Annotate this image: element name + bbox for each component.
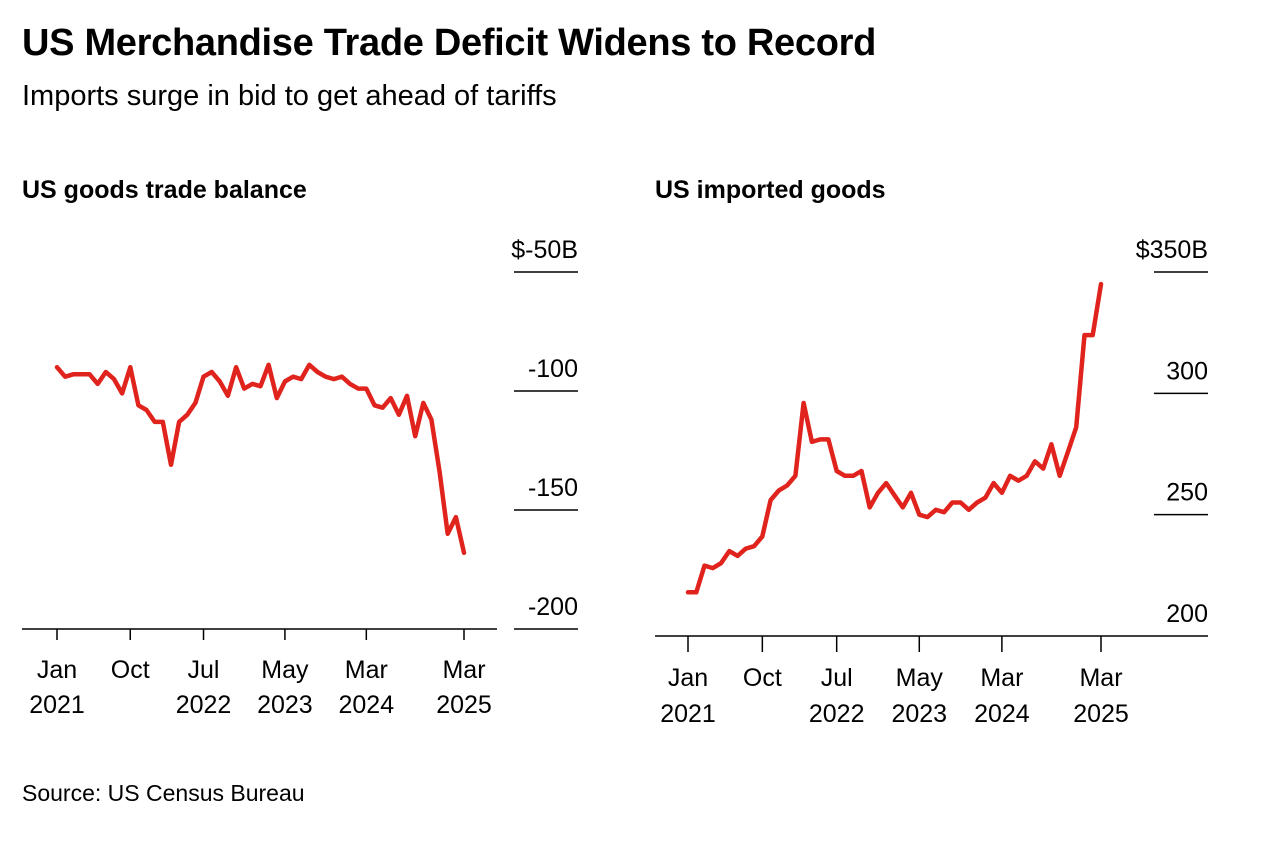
- y-tick-label: -100: [528, 355, 578, 383]
- x-tick-label: Jul: [188, 656, 220, 684]
- x-tick-label-year: 2023: [891, 700, 947, 728]
- chart-subtitle: Imports surge in bid to get ahead of tar…: [22, 80, 557, 112]
- y-tick-label: 300: [1166, 357, 1208, 385]
- x-tick-label-year: 2025: [1073, 700, 1129, 728]
- x-tick-label: Jan: [668, 664, 708, 692]
- imported-goods-chart: $350B 300 250 200 Jan 2021 Oct Jul 2022 May 2023 Ma…: [655, 236, 1208, 728]
- x-tick-label: Mar: [345, 656, 388, 684]
- y-tick-label: 200: [1166, 600, 1208, 628]
- x-tick-label: Mar: [442, 656, 485, 684]
- y-tick-label: 250: [1166, 479, 1208, 507]
- y-tick-label: -200: [528, 593, 578, 621]
- trade-balance-chart: $-50B -100 -150 -200 Jan 2021 Oct Jul 2022 May 202…: [22, 236, 578, 719]
- y-tick-label: $350B: [1136, 236, 1208, 264]
- x-tick-label: May: [896, 664, 944, 692]
- x-tick-label-year: 2023: [257, 691, 313, 719]
- x-tick-label-year: 2025: [436, 691, 492, 719]
- x-tick-label-year: 2021: [660, 700, 716, 728]
- series-line: [685, 281, 1104, 595]
- x-tick-label: Mar: [1079, 664, 1122, 692]
- x-tick-label-year: 2024: [339, 691, 395, 719]
- x-tick-label: Oct: [111, 656, 150, 684]
- panel-title-imported-goods: US imported goods: [655, 176, 886, 204]
- x-tick-label: May: [261, 656, 309, 684]
- x-tick-label: Jan: [37, 656, 77, 684]
- x-tick-label-year: 2022: [809, 700, 865, 728]
- x-tick-label: Mar: [980, 664, 1023, 692]
- x-tick-label: Oct: [743, 664, 782, 692]
- y-tick-label: $-50B: [511, 236, 578, 264]
- x-tick-label-year: 2022: [176, 691, 232, 719]
- x-tick-label-year: 2024: [974, 700, 1030, 728]
- series-line: [54, 362, 467, 556]
- x-tick-label: Jul: [821, 664, 853, 692]
- y-tick-label: -150: [528, 474, 578, 502]
- chart-title: US Merchandise Trade Deficit Widens to R…: [22, 22, 877, 64]
- source-note: Source: US Census Bureau: [22, 780, 305, 806]
- x-tick-label-year: 2021: [29, 691, 85, 719]
- panel-title-trade-balance: US goods trade balance: [22, 176, 307, 204]
